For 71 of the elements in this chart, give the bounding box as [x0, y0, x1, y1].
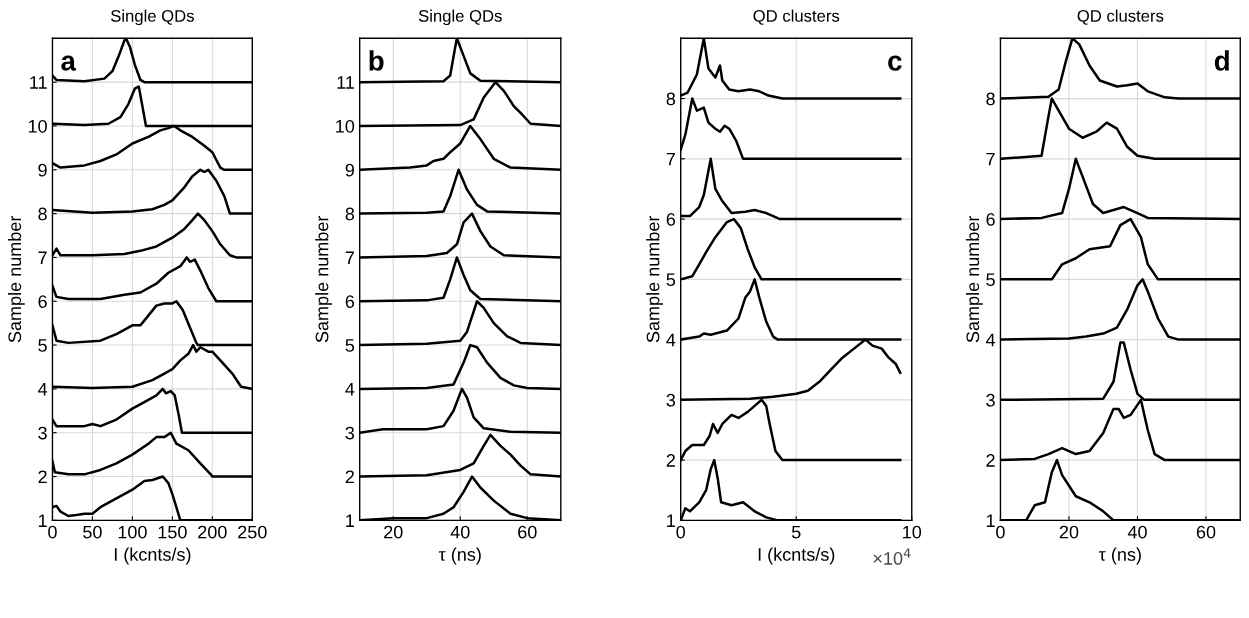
- annotation: d: [1214, 50, 1229, 71]
- x-axis-title: τ (ns): [438, 547, 481, 565]
- y-tick-label: 7: [666, 152, 675, 166]
- y-tick-label: 3: [666, 393, 676, 407]
- y-tick-label: 4: [985, 333, 996, 347]
- y-tick-label: 7: [345, 251, 354, 264]
- y-tick-label: 1: [38, 514, 47, 527]
- text: ×10$^{4}$: [873, 548, 911, 565]
- y-tick-label: 1: [986, 514, 995, 527]
- y-tick-label: 9: [345, 163, 354, 177]
- annotation: c: [888, 55, 902, 71]
- chart-title: QD clusters: [753, 9, 840, 25]
- y-tick-label: 2: [345, 470, 354, 484]
- x-tick-label: 250: [238, 525, 267, 539]
- y-tick-label: 4: [666, 333, 676, 347]
- y-tick-label: 4: [37, 383, 48, 396]
- y-tick-label: 7: [38, 251, 47, 264]
- x-tick-label: 10: [903, 525, 922, 539]
- y-tick-label: 5: [38, 339, 47, 352]
- y-tick-label: 9: [38, 163, 47, 177]
- y-tick-label: 5: [666, 273, 676, 287]
- x-axis-title: I (kcnts/s): [758, 547, 835, 565]
- y-tick-label: 8: [666, 92, 676, 106]
- x-axis-title: τ (ns): [1098, 547, 1141, 565]
- y-tick-label: 4: [345, 383, 355, 396]
- y-tick-label: 11: [30, 76, 47, 89]
- y-tick-label: 8: [345, 207, 355, 221]
- x-tick-label: 50: [83, 525, 102, 539]
- x-tick-label: 0: [676, 525, 686, 539]
- annotation: a: [61, 55, 77, 71]
- y-axis-title: Sample number: [646, 215, 664, 343]
- x-tick-label: 60: [518, 525, 537, 539]
- x-tick-label: 20: [1059, 525, 1079, 539]
- y-tick-label: 8: [986, 92, 995, 106]
- y-tick-label: 11: [337, 76, 354, 89]
- x-tick-label: 40: [450, 525, 470, 539]
- x-tick-label: 0: [996, 525, 1005, 539]
- x-tick-label: 20: [384, 525, 403, 539]
- x-tick-label: 100: [118, 525, 147, 539]
- y-tick-label: 6: [986, 213, 995, 226]
- y-tick-label: 5: [345, 339, 355, 352]
- y-tick-label: 10: [336, 119, 355, 133]
- y-tick-label: 6: [38, 295, 47, 308]
- y-tick-label: 10: [28, 119, 47, 133]
- chart-title: QD clusters: [1077, 9, 1164, 25]
- y-tick-label: 6: [666, 213, 676, 226]
- y-tick-label: 6: [345, 295, 355, 308]
- x-tick-label: 5: [791, 525, 801, 539]
- x-tick-label: 60: [1196, 525, 1216, 539]
- y-axis-title: Sample number: [965, 215, 983, 343]
- y-axis-title: Sample number: [7, 215, 25, 343]
- y-tick-label: 5: [986, 273, 995, 287]
- y-axis-title: Sample number: [315, 215, 332, 343]
- y-tick-label: 3: [345, 426, 355, 440]
- y-tick-label: 8: [38, 207, 47, 221]
- x-tick-label: 150: [158, 525, 187, 539]
- y-tick-label: 3: [38, 426, 47, 440]
- annotation: b: [369, 50, 384, 71]
- y-tick-label: 2: [38, 470, 47, 484]
- y-tick-label: 3: [986, 393, 995, 407]
- x-axis-title: I (kcnts/s): [114, 547, 191, 565]
- x-tick-label: 200: [198, 525, 227, 539]
- y-tick-label: 7: [986, 152, 995, 166]
- chart-title: Single QDs: [418, 9, 502, 26]
- y-tick-label: 1: [346, 514, 354, 527]
- x-tick-label: 0: [48, 525, 57, 539]
- y-tick-label: 2: [666, 454, 675, 467]
- y-tick-label: 1: [667, 514, 675, 527]
- y-tick-label: 2: [986, 454, 995, 467]
- chart-title: Single QDs: [110, 9, 194, 26]
- x-tick-label: 40: [1127, 525, 1147, 539]
